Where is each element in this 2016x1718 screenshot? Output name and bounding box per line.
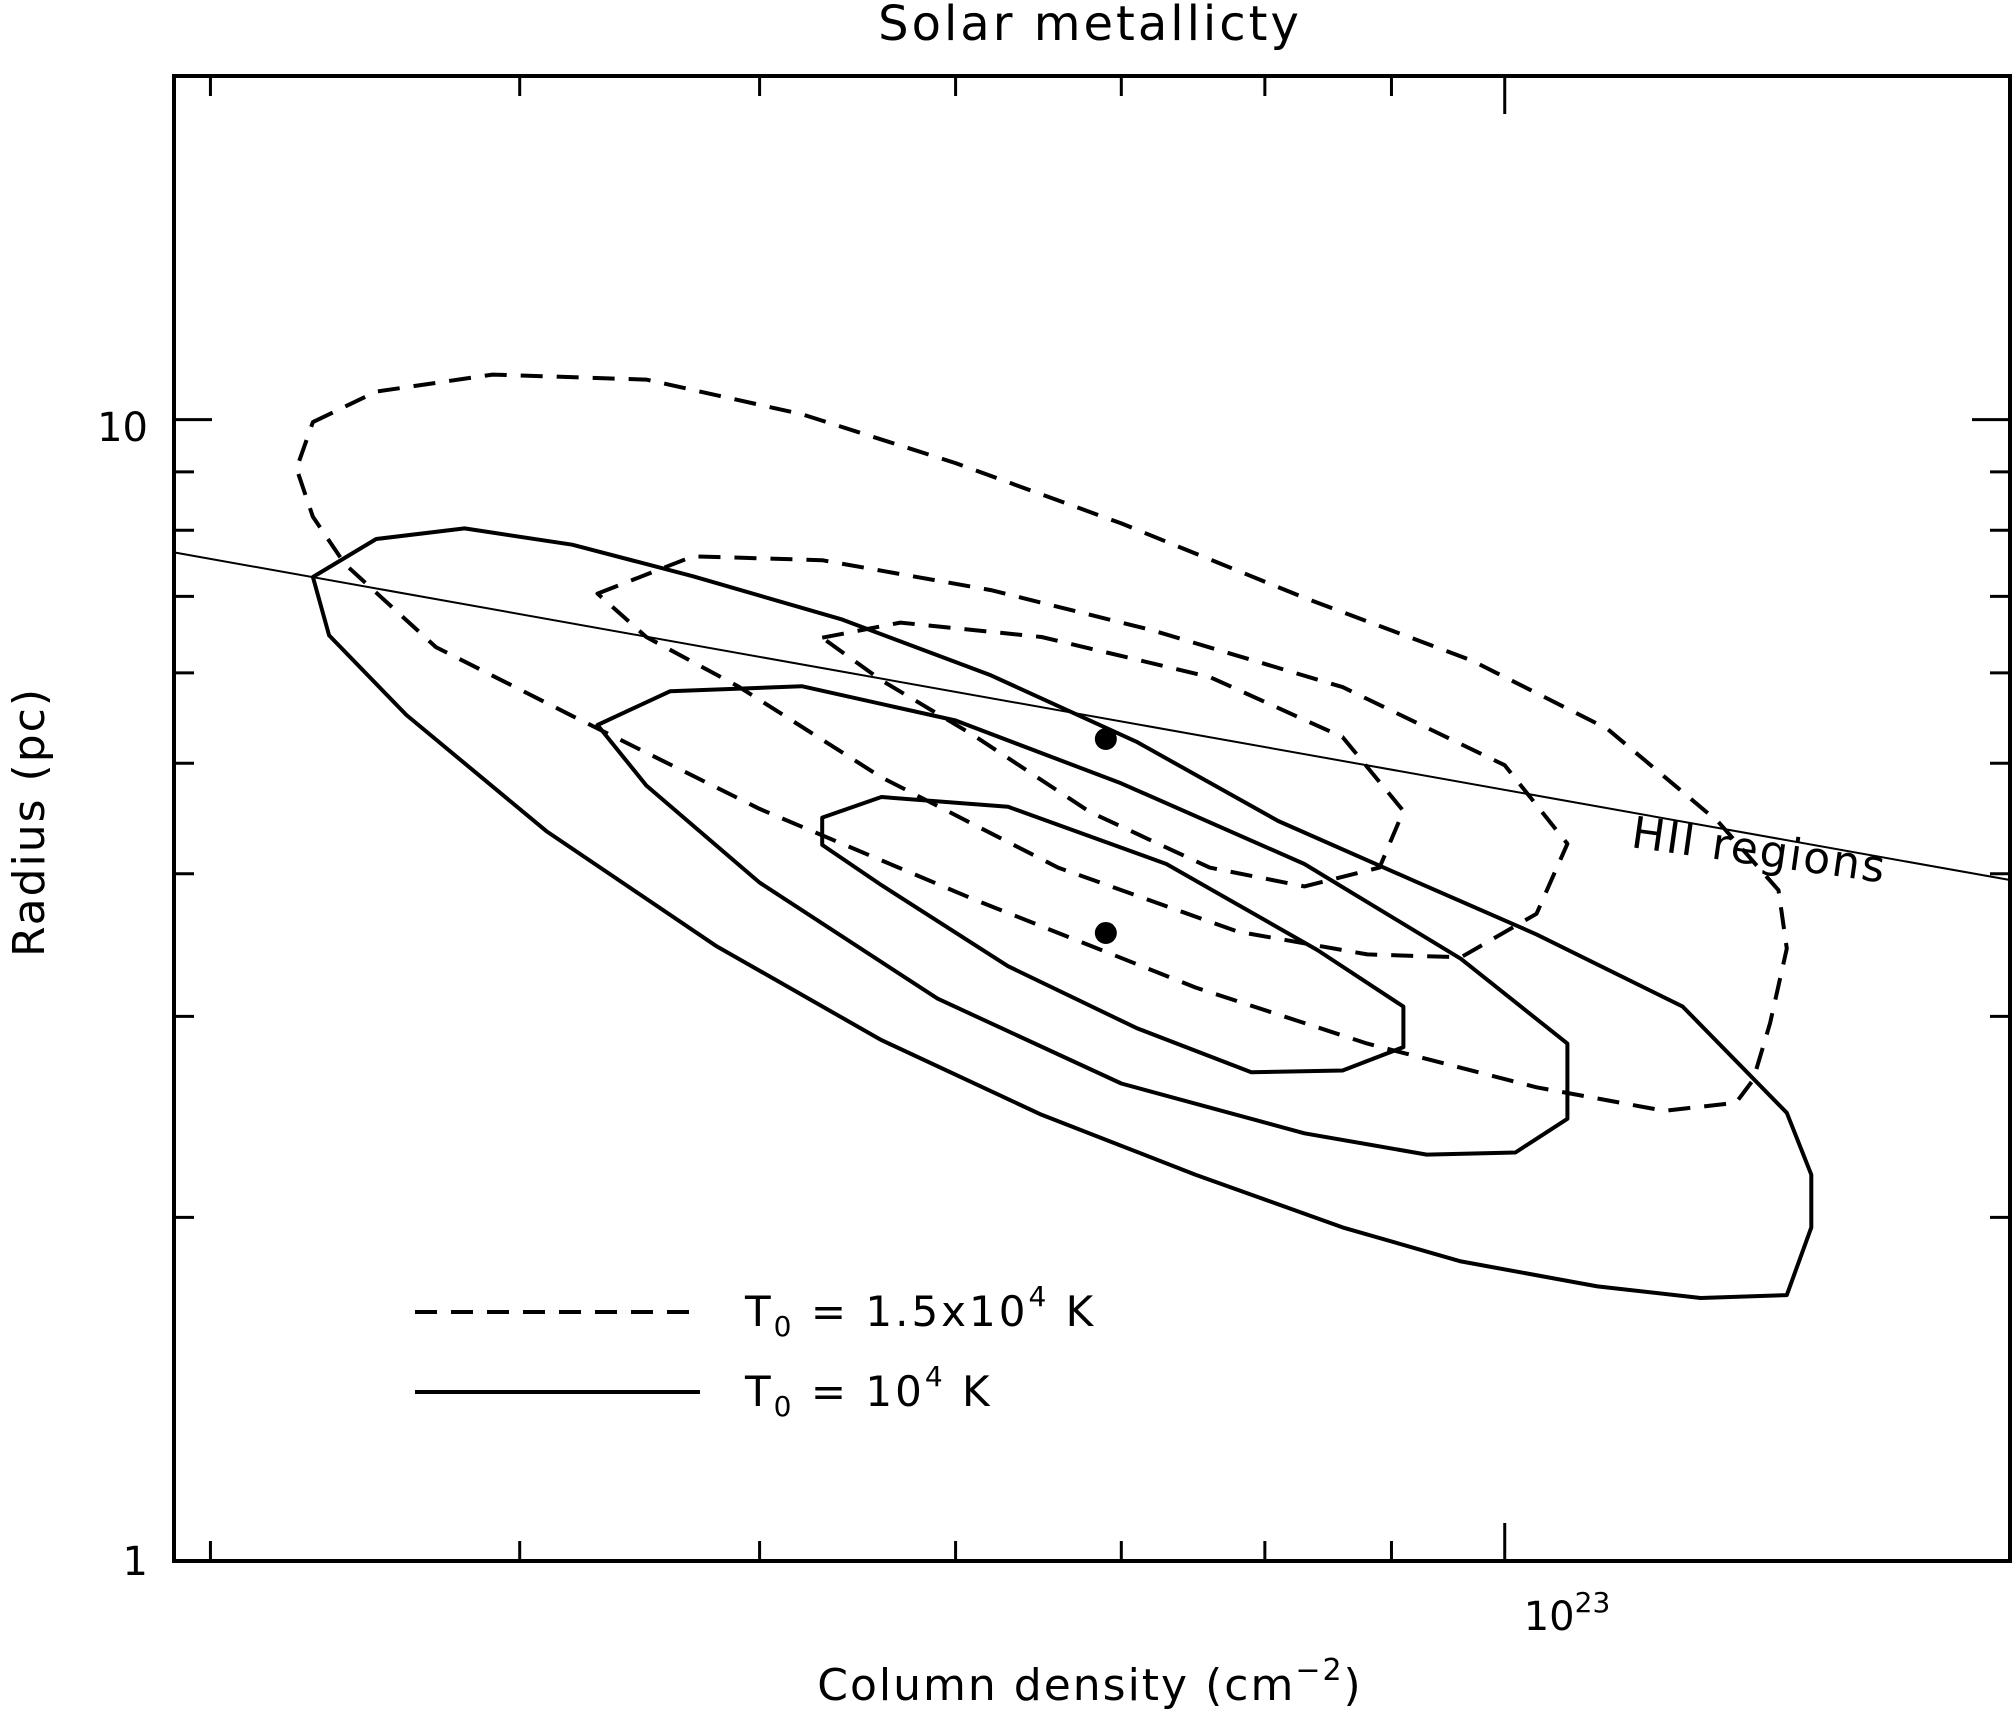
legend: T0 = 1.5x104 K T0 = 104 K [415, 1280, 1096, 1423]
legend-sup: 4 [1028, 1280, 1049, 1313]
y-tick-label-10: 10 [97, 405, 148, 451]
contour-dashed-inner [820, 620, 1406, 889]
legend-text-b: K [1049, 1287, 1096, 1336]
legend-symbol: T [744, 1287, 774, 1336]
legend-text-b: K [946, 1367, 993, 1416]
legend-sub: 0 [774, 1390, 795, 1423]
contour-solid-inner [820, 795, 1406, 1075]
legend-text-a: = 1.5x10 [794, 1287, 1028, 1336]
x-axis-label-close: ) [1344, 1660, 1363, 1711]
legend-symbol: T [744, 1367, 774, 1416]
hii-regions-line-group [173, 551, 2011, 882]
x-tick-label-base: 10 [1524, 1594, 1575, 1640]
y-tick-label-1: 1 [123, 1539, 148, 1585]
legend-sub: 0 [774, 1310, 795, 1343]
hii-regions-line [173, 551, 2011, 882]
data-point [1094, 728, 1117, 751]
x-axis-label-sup: −2 [1295, 1653, 1343, 1688]
contour-solid-mid [595, 684, 1570, 1157]
legend-sup: 4 [925, 1360, 946, 1393]
chart-title: Solar metallicty [878, 0, 1302, 52]
data-points [1094, 728, 1117, 944]
contour-curves [294, 372, 1814, 1300]
plot-area [172, 74, 2012, 1563]
contour-solid-outer [310, 526, 1814, 1300]
y-axis-label: Radius (pc) [4, 687, 55, 957]
legend-label-solid: T0 = 104 K [744, 1360, 993, 1423]
x-tick-label-1e23: 1023 [1524, 1586, 1611, 1640]
legend-label-dashed: T0 = 1.5x104 K [744, 1280, 1096, 1343]
x-axis-label: Column density (cm−2) [817, 1653, 1362, 1711]
x-tick-label-exp: 23 [1575, 1586, 1611, 1619]
axis-ticks [174, 76, 2010, 1561]
contour-dashed-mid [595, 554, 1570, 960]
data-point [1094, 921, 1117, 944]
x-axis-label-main: Column density (cm [817, 1660, 1295, 1711]
hii-regions-label: HII regions [1628, 807, 1890, 893]
contour-dashed-outer [294, 372, 1789, 1113]
legend-text-a: = 10 [794, 1367, 924, 1416]
